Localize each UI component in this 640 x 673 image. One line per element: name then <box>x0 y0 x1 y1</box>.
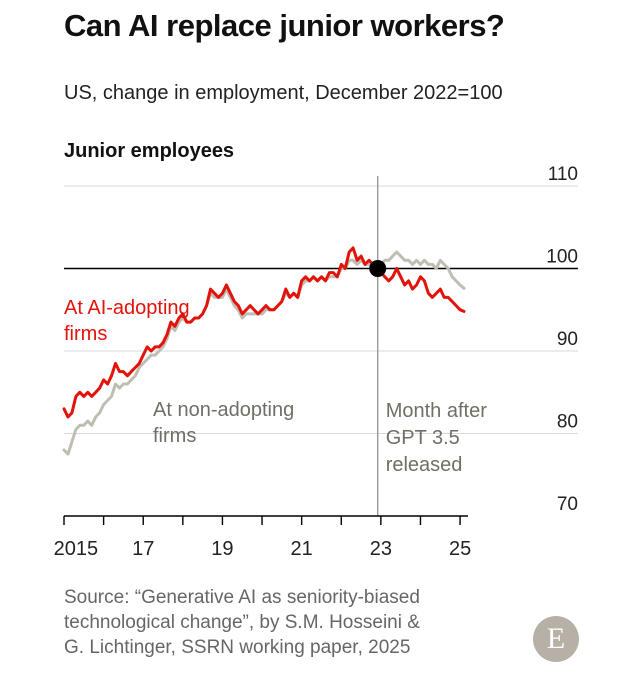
panel-title: Junior employees <box>64 140 235 162</box>
event-label-line-2: GPT 3.5 <box>386 427 460 449</box>
line-chart: 70 80 90 100 110 2015 17 19 21 23 25 At AI-adopti… <box>54 164 578 560</box>
y-tick-label-100: 100 <box>546 247 578 268</box>
source-line-2: technological change”, by S.M. Hosseini … <box>64 612 420 633</box>
chart-title: Can AI replace junior workers? <box>64 8 505 43</box>
chart-subtitle: US, change in employment, December 2022=… <box>64 82 503 104</box>
series-labels: At AI-adopting firms At non-adopting firms <box>64 297 294 447</box>
series-label-ai-line-2: firms <box>64 323 107 345</box>
series-line-0 <box>62 246 466 419</box>
y-tick-label-70: 70 <box>557 494 578 515</box>
series-label-non-line-2: firms <box>153 425 196 447</box>
y-tick-label-110: 110 <box>548 164 578 185</box>
series-lines <box>62 246 466 456</box>
x-tick-label-21: 21 <box>291 538 313 560</box>
event-label-line-3: released <box>386 454 463 476</box>
x-tick-label-2015: 2015 <box>54 538 99 560</box>
y-tick-label-90: 90 <box>557 329 578 350</box>
event-label-line-1: Month after <box>386 400 488 422</box>
x-axis: 2015 17 19 21 23 25 <box>54 515 471 560</box>
source-note: Source: “Generative AI as seniority-bias… <box>64 585 494 660</box>
event-marker <box>369 260 387 277</box>
x-tick-label-25: 25 <box>449 538 471 560</box>
x-tick-label-19: 19 <box>211 538 233 560</box>
source-line-3: G. Lichtinger, SSRN working paper, 2025 <box>64 637 411 658</box>
y-axis-labels: 70 80 90 100 110 <box>546 164 578 515</box>
publisher-logo: E <box>533 616 579 662</box>
series-line-1 <box>62 250 466 456</box>
x-tick-label-17: 17 <box>132 538 154 560</box>
series-label-ai-line-1: At AI-adopting <box>64 297 190 319</box>
source-line-1: Source: “Generative AI as seniority-bias… <box>64 587 420 608</box>
event-label: Month after GPT 3.5 released <box>386 400 488 476</box>
y-tick-label-80: 80 <box>557 412 578 433</box>
series-label-non-line-1: At non-adopting <box>153 399 294 421</box>
x-tick-label-23: 23 <box>370 538 392 560</box>
